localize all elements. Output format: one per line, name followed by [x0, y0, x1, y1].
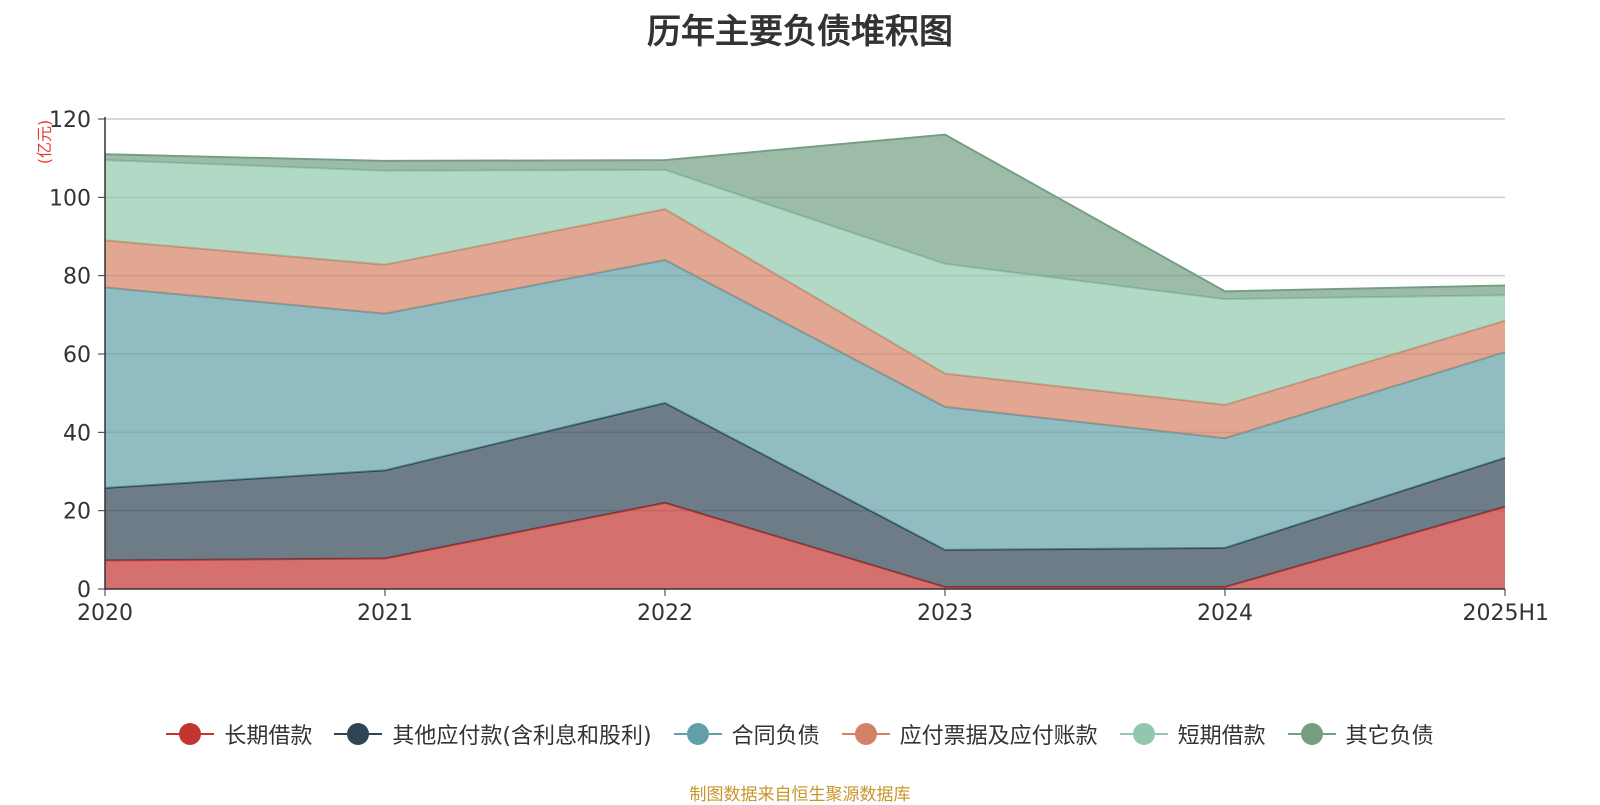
legend-swatch [166, 721, 215, 747]
series-line-6 [104, 133, 1506, 293]
legend-label: 合同负债 [731, 724, 820, 749]
legend-swatch [673, 721, 722, 747]
x-tick-label: 2021 [357, 601, 413, 626]
source-note: 制图数据来自恒生聚源数据库 [689, 785, 911, 805]
legend-item-6[interactable]: 其它负债 [1287, 718, 1434, 750]
x-tick-label: 2025H1 [1462, 601, 1549, 626]
legend-label: 应付票据及应付账款 [899, 724, 1098, 749]
y-tick-label: 0 [77, 578, 91, 603]
legend-item-2[interactable]: 其他应付款(含利息和股利) [334, 718, 652, 750]
area-series-4 [105, 209, 1505, 439]
x-tick-label: 2020 [77, 601, 133, 626]
legend-item-4[interactable]: 应付票据及应付账款 [841, 718, 1098, 750]
area-series-2 [105, 402, 1505, 588]
chart-title: 历年主要负债堆积图 [647, 12, 953, 52]
y-tick-label: 100 [49, 186, 91, 211]
legend-label: 长期借款 [224, 724, 313, 749]
y-tick-label: 40 [63, 421, 91, 446]
x-tick-label: 2024 [1197, 601, 1253, 626]
axes [98, 117, 1506, 596]
legend-swatch [841, 721, 890, 747]
legend-label: 其他应付款(含利息和股利) [392, 724, 652, 749]
legend: 长期借款 其他应付款(含利息和股利) 合同负债 应付票据及应付账款 短期借款 其它负债 [0, 718, 1600, 750]
y-tick-label: 120 [49, 108, 91, 133]
legend-swatch [1119, 721, 1168, 747]
legend-label: 其它负债 [1345, 724, 1434, 749]
area-series-5 [105, 160, 1505, 405]
legend-item-1[interactable]: 长期借款 [166, 718, 312, 750]
tick-labels: 0 20 40 60 80 100 120 2020 2021 2022 2023 2024 2025H… [35, 108, 1549, 626]
area-series-6 [105, 134, 1505, 300]
x-tick-label: 2022 [637, 601, 693, 626]
x-tick-label: 2023 [917, 601, 973, 626]
legend-swatch [1287, 721, 1336, 747]
area-series-3 [105, 260, 1505, 550]
legend-item-5[interactable]: 短期借款 [1119, 718, 1266, 750]
y-tick-label: 60 [63, 343, 91, 368]
y-tick-label: 20 [63, 500, 91, 525]
legend-item-3[interactable]: 合同负债 [673, 718, 820, 750]
legend-label: 短期借款 [1177, 724, 1266, 749]
y-tick-label: 80 [63, 265, 91, 290]
area-series [104, 133, 1506, 589]
legend-swatch [334, 721, 383, 747]
y-axis-label: (亿元) [35, 120, 54, 165]
